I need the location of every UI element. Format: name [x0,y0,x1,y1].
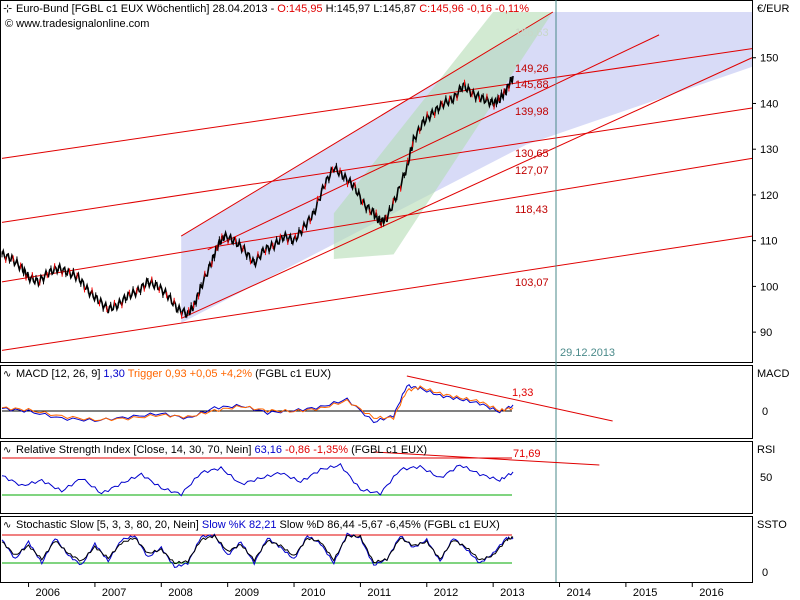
level-label: 130,65 [515,148,549,160]
trendline [1,107,753,223]
trendline [180,57,753,319]
x-tick-label: 2016 [699,587,723,599]
x-tick-label: 2012 [434,587,458,599]
rsi-header-value: 63,16 [251,444,285,456]
trend-channel-fill [181,12,752,323]
rsi-header-name: Relative Strength Index [Close, 14, 30, … [16,444,251,456]
main-axis-unit: €/EUR [757,3,789,15]
rsi-ytick-50: 50 [760,472,772,484]
x-tick-label: 2007 [102,587,126,599]
svg-text:Relative Strength Index [Close: Relative Strength Index [Close, 14, 30, … [16,444,427,456]
main-close: C:145,96 -0,16 -0,11% [419,3,529,15]
main-header: ⊹ Euro-Bund [FGBL c1 EUX Wöchentlich] 28… [3,3,529,30]
stoch-panel-frame [0,516,753,583]
x-tick-label: 2010 [301,587,325,599]
macd-collapse-icon[interactable]: ∿ [3,369,11,380]
rsi-axis-label: RSI [757,444,775,456]
trendline [180,11,554,237]
vertical-marker-label: 29.12.2013 [560,347,615,359]
rsi-collapse-icon[interactable]: ∿ [3,445,11,456]
trigger-line [1,385,514,422]
macd-ytick-0: 0 [762,406,768,418]
macd-header-name: MACD [12, 26, 9] [16,368,100,380]
level-label: 145,88 [515,79,549,91]
stoch-d-line [1,534,514,565]
stoch-header-symbol: (FGBL c1 EUX) [421,519,500,531]
main-ohlc: O:145,95 [277,3,322,15]
x-tick-label: 2008 [168,587,192,599]
macd-header-trigger: Trigger 0,93 +0,05 +4,2% [128,368,253,380]
level-label: 103,07 [515,277,549,289]
x-tick-label: 2011 [367,587,391,599]
level-label: 156,63 [515,27,549,39]
stoch-axis-label: SSTO [757,519,787,531]
rsi-line [1,462,514,497]
svg-text:MACD [12, 26, 9] 1,30 Trigger: MACD [12, 26, 9] 1,30 Trigger 0,93 +0,05… [16,368,331,380]
level-label: 139,98 [515,106,549,118]
y-tick-label: 120 [760,190,778,202]
y-tick-label: 150 [760,53,778,65]
rsi-panel-frame [0,441,753,514]
trendline [207,34,660,251]
main-collapse-icon[interactable]: ⊹ [3,3,12,15]
trendline [1,235,753,351]
y-tick-label: 140 [760,98,778,110]
stoch-header-k: Slow %K 82,21 [199,519,280,531]
rsi-header-change: -0,86 -1,35% [285,444,348,456]
macd-axis-label: MACD [757,368,789,380]
x-tick-label: 2006 [36,587,60,599]
main-title: Euro-Bund [FGBL c1 EUX Wöchentlich] 28.0… [16,3,277,15]
level-label: 127,07 [515,165,549,177]
level-label: 118,43 [515,204,548,216]
svg-text:Euro-Bund [FGBL c1 EUX Wöchen: Euro-Bund [FGBL c1 EUX Wöchentlich] 28.0… [16,3,529,15]
rsi-header-symbol: (FGBL c1 EUX) [348,444,427,456]
x-tick-label: 2015 [633,587,657,599]
y-tick-label: 130 [760,144,778,156]
stoch-ytick-0: 0 [762,567,768,579]
x-tick-label: 2014 [567,587,591,599]
x-tick-label: 2009 [235,587,259,599]
rsi-line-label: 71,69 [513,448,541,460]
price-line [1,75,514,319]
macd-header-value: 1,30 [100,368,127,380]
stoch-collapse-icon[interactable]: ∿ [3,520,11,531]
level-label: 149,26 [515,63,549,75]
macd-line-label: 1,33 [512,387,533,399]
stoch-header-d: Slow %D 86,44 -5,67 -6,45% [280,519,421,531]
main-hl: H:145,97 L:145,87 [323,3,420,15]
x-tick-label: 2013 [500,587,524,599]
rsi-trendline [373,451,600,466]
macd-header-symbol: (FGBL c1 EUX) [252,368,331,380]
y-tick-label: 100 [760,281,778,293]
trendline [1,48,753,159]
y-tick-label: 90 [760,327,772,339]
stoch-header-name: Stochastic Slow [5, 3, 3, 80, 20, Nein] [16,519,199,531]
macd-trendline [406,375,613,422]
y-tick-label: 110 [760,236,778,248]
svg-text:Stochastic Slow [5, 3, 3, 80,: Stochastic Slow [5, 3, 3, 80, 20, Nein] … [16,519,500,531]
green-channel-fill [333,12,553,259]
watermark: © www.tradesignalonline.com [5,18,149,30]
macd-panel-frame [0,365,753,439]
